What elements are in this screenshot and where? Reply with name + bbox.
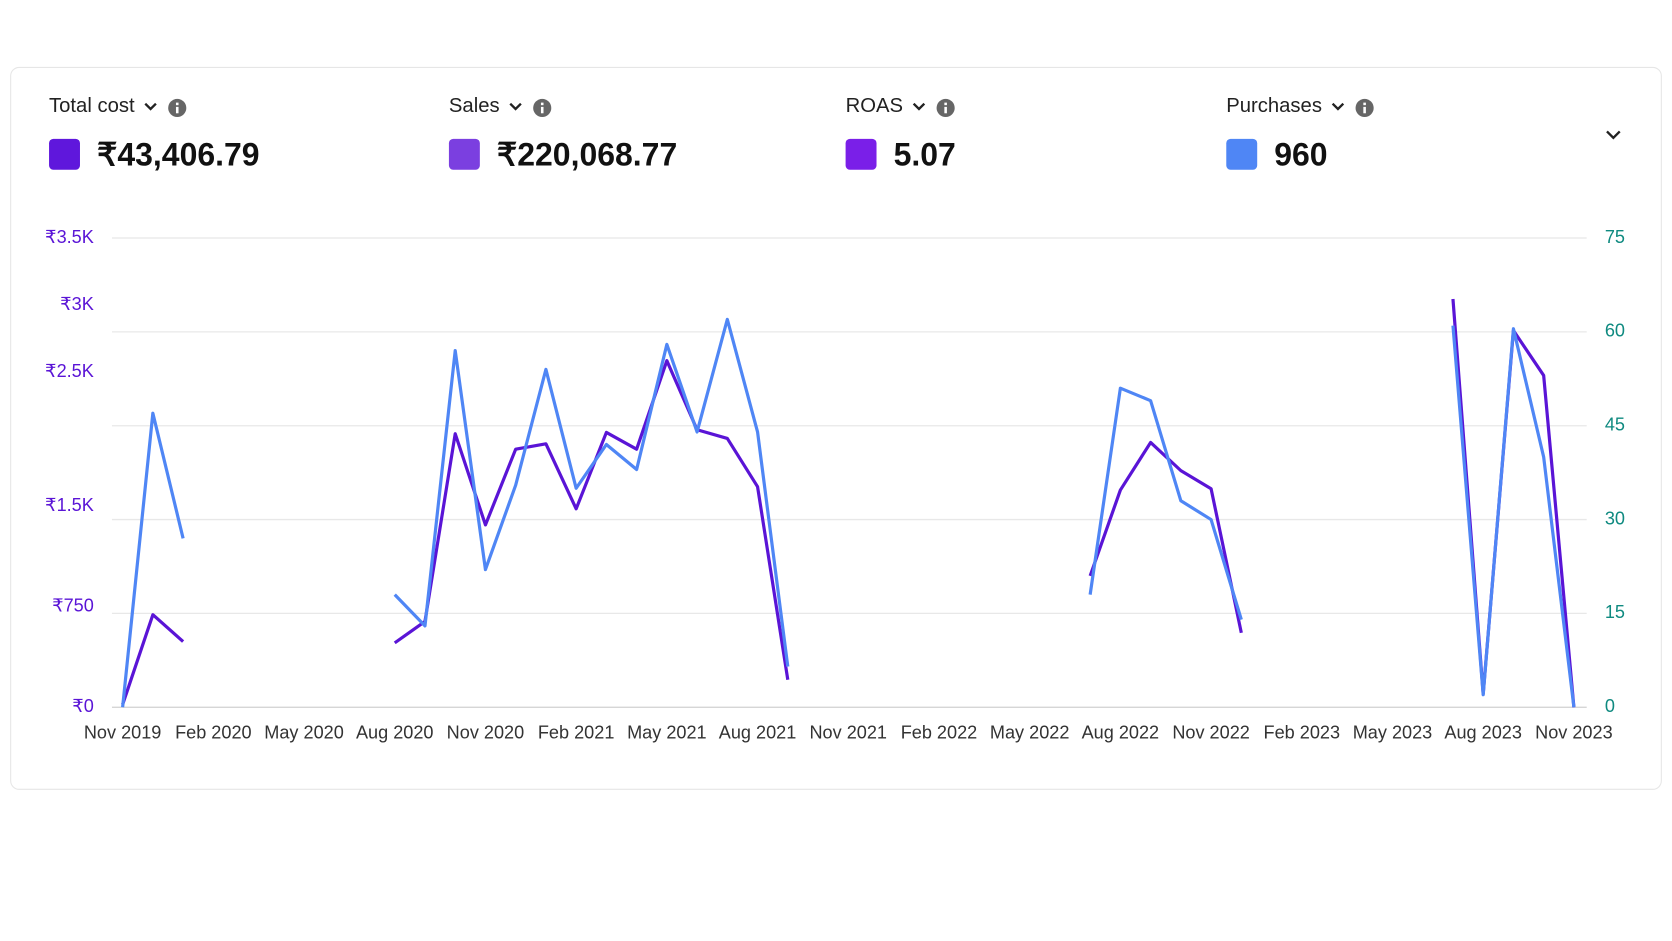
y2-tick-label: 45 (1605, 414, 1625, 434)
metric-swatch (845, 138, 877, 170)
x-tick-label: Feb 2022 (901, 723, 978, 743)
x-tick-label: Nov 2021 (809, 723, 887, 743)
metric-dropdown[interactable] (144, 102, 157, 111)
info-bar (944, 106, 947, 114)
info-dot (944, 102, 947, 106)
metric-dropdown[interactable] (509, 102, 522, 111)
x-tick-label: Feb 2020 (175, 723, 252, 743)
y-tick-label: ₹3.5K (45, 227, 94, 247)
y2-tick-label: 60 (1605, 321, 1625, 341)
series-line (1088, 386, 1243, 621)
x-tick-label: May 2021 (627, 723, 707, 743)
y2-tick-label: 15 (1605, 602, 1625, 622)
x-tick-label: Nov 2022 (1172, 723, 1250, 743)
card (10, 66, 1662, 790)
info-dot (1363, 102, 1366, 106)
metric-value: 960 (1274, 136, 1327, 172)
y-tick-label: ₹1.5K (45, 495, 94, 515)
x-tick-label: Feb 2023 (1264, 723, 1341, 743)
info-bar (540, 106, 544, 114)
x-tick-label: Aug 2022 (1082, 723, 1160, 743)
info-bar (175, 106, 179, 114)
series-line (1088, 440, 1243, 634)
y-tick-label: ₹3K (60, 294, 94, 314)
metric-swatch (1226, 138, 1258, 170)
x-tick-label: May 2022 (990, 723, 1070, 743)
info-bar (1363, 106, 1366, 114)
metric-value: ₹43,406.79 (97, 136, 260, 172)
series-line (393, 359, 790, 680)
x-tick-label: Nov 2023 (1535, 723, 1613, 743)
series-line (121, 613, 185, 706)
metric-dropdown[interactable] (1331, 102, 1345, 111)
metric-swatch (49, 138, 80, 170)
series-line (121, 411, 185, 708)
y2-tick-label: 0 (1605, 696, 1615, 716)
metric-label[interactable]: ROAS (846, 95, 903, 117)
y2-tick-label: 30 (1605, 508, 1625, 528)
y-tick-label: ₹750 (52, 595, 94, 615)
x-tick-label: May 2020 (264, 723, 344, 743)
series-line (1451, 325, 1576, 708)
metric-dropdown[interactable] (912, 102, 926, 111)
metric-label[interactable]: Purchases (1226, 95, 1322, 117)
x-tick-label: Aug 2021 (719, 723, 797, 743)
x-tick-label: Nov 2020 (447, 723, 525, 743)
y2-tick-label: 75 (1605, 227, 1625, 247)
y-tick-label: ₹2.5K (45, 361, 94, 381)
metric-swatch (448, 138, 480, 170)
x-tick-label: Aug 2023 (1444, 723, 1522, 743)
x-tick-label: May 2023 (1353, 723, 1433, 743)
collapse-chevron[interactable] (1606, 130, 1621, 140)
x-tick-label: Aug 2020 (356, 723, 434, 743)
info-dot (175, 102, 179, 106)
x-tick-label: Feb 2021 (538, 723, 615, 743)
metric-label[interactable]: Sales (449, 95, 500, 117)
info-dot (540, 102, 544, 106)
metric-label[interactable]: Total cost (49, 95, 135, 117)
y-tick-label: ₹0 (72, 696, 94, 716)
metric-value: 5.07 (894, 136, 956, 172)
metric-value: ₹220,068.77 (497, 136, 677, 172)
x-tick-label: Nov 2019 (84, 723, 162, 743)
series-line (393, 317, 790, 667)
